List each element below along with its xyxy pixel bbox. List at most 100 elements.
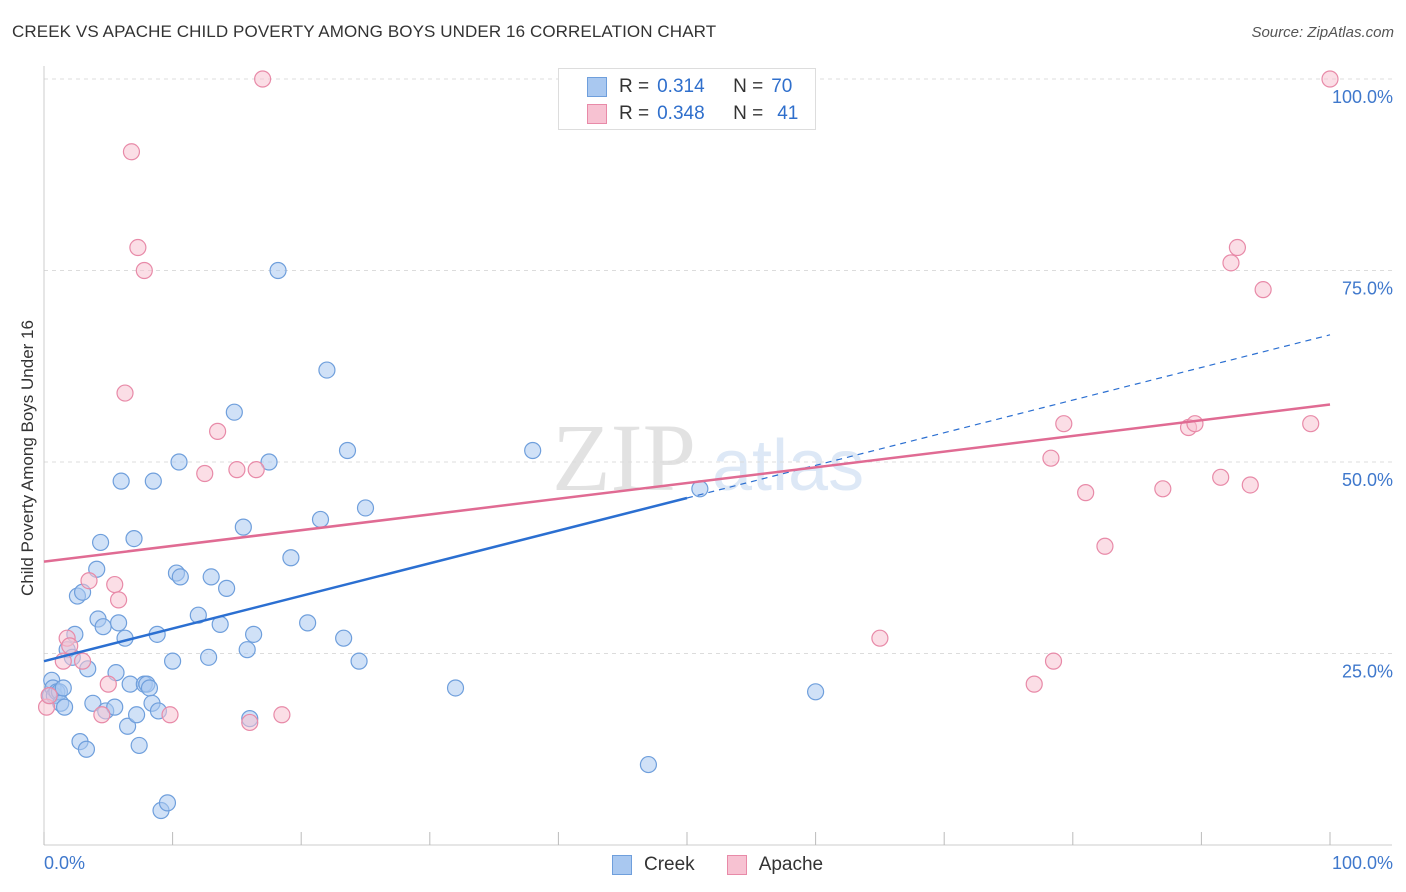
apache-point (40, 687, 58, 705)
apache-point (99, 675, 117, 693)
y-axis-label: Child Poverty Among Boys Under 16 (18, 320, 37, 596)
creek-point (91, 533, 110, 552)
apache-point (228, 461, 246, 479)
apache-point (1154, 480, 1172, 498)
y-tick-label: 100.0% (1332, 87, 1393, 107)
creek-point (130, 736, 148, 755)
creek-point (55, 698, 74, 716)
x-tick-label: 100.0% (1332, 853, 1393, 873)
data-points (37, 70, 1339, 820)
apache-point (93, 706, 111, 724)
y-tick-label: 25.0% (1342, 662, 1393, 682)
creek-point (170, 453, 188, 471)
apache-point (116, 384, 134, 402)
apache-trend-line (43, 403, 1331, 563)
apache-point (196, 464, 214, 483)
apache-point (241, 713, 259, 732)
creek-point (158, 794, 177, 812)
apache-point (871, 629, 889, 647)
apache-point (135, 261, 153, 280)
creek-legend-swatch (612, 855, 632, 875)
correlation-legend: R = 0.314 N = 70 R = 0.348 N = 41 (558, 68, 816, 130)
creek-point (125, 529, 143, 548)
creek-point (218, 579, 236, 597)
grid-lines (44, 78, 1392, 654)
apache-point (209, 422, 227, 440)
chart-title: CREEK VS APACHE CHILD POVERTY AMONG BOYS… (12, 22, 717, 41)
creek-point (106, 698, 124, 716)
watermark-zip: ZIP (552, 404, 696, 511)
apache-point (1302, 415, 1320, 433)
apache-n-label: N = (733, 103, 764, 124)
apache-r-value: 0.348 (657, 103, 705, 124)
creek-point (238, 641, 256, 659)
apache-point (1042, 449, 1060, 467)
apache-point (61, 637, 79, 655)
creek-point (200, 648, 218, 666)
apache-point (1055, 415, 1073, 433)
apache-point (247, 461, 265, 479)
apache-legend-label: Apache (758, 854, 824, 875)
apache-point (1241, 476, 1259, 494)
creek-r-label: R = (619, 76, 650, 97)
creek-point (112, 472, 130, 490)
creek-point (318, 361, 336, 379)
apache-point (1321, 70, 1339, 88)
creek-point (269, 261, 287, 280)
creek-point (299, 614, 317, 632)
apache-point (1044, 652, 1063, 670)
creek-point (202, 568, 220, 586)
creek-point (54, 679, 72, 697)
creek-n-value: 70 (771, 76, 793, 97)
creek-point (127, 706, 146, 724)
apache-r-label: R = (619, 103, 650, 124)
apache-point (1096, 537, 1114, 555)
trend-lines (43, 334, 1331, 663)
legend-item-apache[interactable]: Apache (726, 854, 824, 876)
x-tick-label: 0.0% (44, 853, 85, 873)
apache-point (106, 575, 124, 594)
apache-point (1254, 281, 1272, 299)
creek-point (806, 683, 825, 701)
creek-legend-label: Creek (644, 854, 695, 875)
creek-point (446, 679, 465, 697)
creek-point (311, 510, 330, 529)
creek-point (84, 694, 102, 712)
legend-item-creek[interactable]: Creek (612, 854, 695, 876)
creek-r-value: 0.314 (657, 76, 705, 97)
apache-point (1222, 254, 1240, 272)
creek-point (109, 614, 128, 632)
creek-point (164, 652, 182, 670)
creek-n-label: N = (733, 76, 764, 97)
creek-point (140, 679, 159, 697)
apache-point (1228, 238, 1247, 257)
legend-row-apache: R = 0.348 N = 41 (587, 102, 798, 126)
creek-point (524, 441, 542, 460)
tick-labels: 25.0% 50.0% 75.0% 100.0% 0.0% 100.0% (44, 87, 1393, 873)
apache-point (1025, 675, 1043, 693)
series-legend: Creek Apache (612, 852, 855, 878)
apache-point (1077, 484, 1095, 502)
apache-point (254, 70, 272, 88)
creek-point (144, 472, 162, 490)
y-tick-label: 50.0% (1342, 470, 1393, 490)
apache-point (109, 591, 128, 609)
creek-point (171, 568, 189, 586)
y-tick-label: 75.0% (1342, 279, 1393, 299)
creek-point (118, 717, 137, 735)
creek-point (350, 652, 368, 670)
apache-swatch (587, 104, 607, 124)
watermark: ZIP atlas (552, 404, 864, 511)
creek-trend-line (43, 496, 688, 663)
creek-point (225, 403, 243, 421)
creek-point (282, 549, 300, 567)
apache-n-value: 41 (777, 103, 799, 124)
apache-point (161, 706, 179, 724)
source-credit: Source: ZipAtlas.com (1251, 24, 1394, 41)
apache-point (1212, 468, 1230, 486)
apache-point (122, 143, 141, 161)
creek-point (245, 625, 263, 643)
creek-swatch (587, 77, 607, 97)
creek-point (234, 518, 252, 536)
